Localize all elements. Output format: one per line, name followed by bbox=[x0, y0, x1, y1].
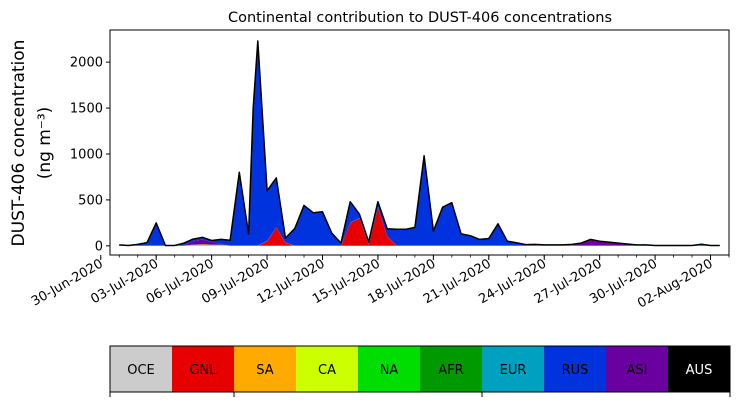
chart-title: Continental contribution to DUST-406 con… bbox=[228, 10, 612, 26]
colorbar-swatch-gnl bbox=[172, 346, 235, 392]
total-outline-line bbox=[119, 40, 720, 247]
colorbar-label: ASI bbox=[627, 363, 648, 378]
y-tick-label: 1000 bbox=[70, 147, 103, 162]
colorbar-label: CA bbox=[318, 363, 336, 378]
plot-frame bbox=[109, 29, 730, 256]
colorbar-swatch-rus bbox=[544, 346, 607, 392]
colorbar-frame bbox=[109, 345, 731, 393]
colorbar-swatch-ca bbox=[296, 346, 359, 392]
y-tick-label: 0 bbox=[95, 239, 103, 254]
colorbar-label: NA bbox=[380, 363, 399, 378]
colorbar-label: OCE bbox=[127, 363, 155, 378]
series-areas bbox=[119, 40, 720, 247]
area-series-rus bbox=[119, 41, 720, 246]
y-tick-label: 1500 bbox=[70, 102, 103, 117]
colorbar-swatch-na bbox=[358, 346, 421, 392]
colorbar-label: AUS bbox=[686, 363, 713, 378]
colorbar-swatch-sa bbox=[234, 346, 297, 392]
colorbar-swatch-aus bbox=[668, 346, 731, 392]
colorbar-label: EUR bbox=[500, 363, 527, 378]
plot-area bbox=[119, 40, 720, 247]
axes: 050010001500200030-Jun-202003-Jul-202006… bbox=[29, 29, 730, 312]
colorbar-label: AFR bbox=[438, 363, 463, 378]
colorbar-swatch-asi bbox=[606, 346, 669, 392]
colorbar-swatch-afr bbox=[420, 346, 483, 392]
y-tick-label: 500 bbox=[78, 193, 103, 208]
colorbar-swatch-oce bbox=[110, 346, 173, 392]
colorbar-label: RUS bbox=[562, 363, 589, 378]
colorbar-label: SA bbox=[256, 363, 273, 378]
y-axis-label: DUST-406 concentration bbox=[9, 40, 29, 247]
y-tick-label: 2000 bbox=[70, 56, 103, 71]
y-axis-unit-label: (ng m⁻³) bbox=[35, 107, 55, 180]
colorbar-label: GNL bbox=[189, 363, 217, 378]
colorbar-swatch-eur bbox=[482, 346, 545, 392]
continent-colorbar: OCE GNL SA CA NA AFR EUR RUS ASI AUS bbox=[109, 345, 731, 397]
